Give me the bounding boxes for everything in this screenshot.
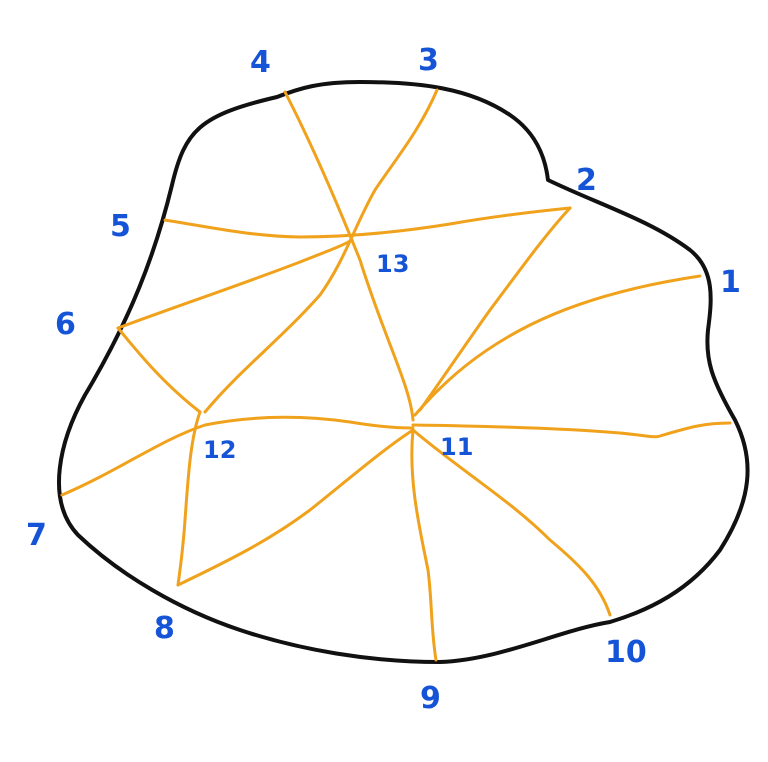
edge-2-11 (418, 206, 572, 412)
edge-8-11 (176, 428, 415, 587)
edge-12-8 (176, 410, 202, 587)
vertex-label-1: 1 (720, 265, 741, 300)
edge-6-12 (116, 326, 202, 414)
edge-1-11 (413, 274, 702, 417)
graph-edges (60, 88, 732, 662)
vertex-label-3: 3 (418, 43, 439, 78)
edge-7-11 (60, 415, 415, 497)
edge-5-2 (163, 206, 572, 239)
vertex-labels: 1 2 3 4 5 6 7 8 9 10 11 12 13 (26, 43, 741, 716)
edge-11-10 (411, 428, 612, 617)
vertex-label-9: 9 (420, 681, 441, 716)
edge-11-right (411, 421, 732, 439)
vertex-label-5: 5 (110, 209, 131, 244)
vertex-label-7: 7 (26, 518, 47, 553)
edge-4-11 (283, 90, 415, 422)
edge-6-13 (116, 238, 354, 330)
edge-11-9 (410, 428, 438, 662)
vertex-label-13: 13 (376, 250, 409, 278)
vertex-label-2: 2 (576, 163, 597, 198)
vertex-label-4: 4 (250, 45, 271, 80)
vertex-label-12: 12 (203, 436, 236, 464)
vertex-label-6: 6 (55, 307, 76, 342)
edge-3-12 (203, 88, 439, 414)
boundary-outline (57, 80, 750, 664)
vertex-label-10: 10 (605, 635, 647, 670)
vertex-label-11: 11 (440, 433, 473, 461)
vertex-label-8: 8 (154, 611, 175, 646)
